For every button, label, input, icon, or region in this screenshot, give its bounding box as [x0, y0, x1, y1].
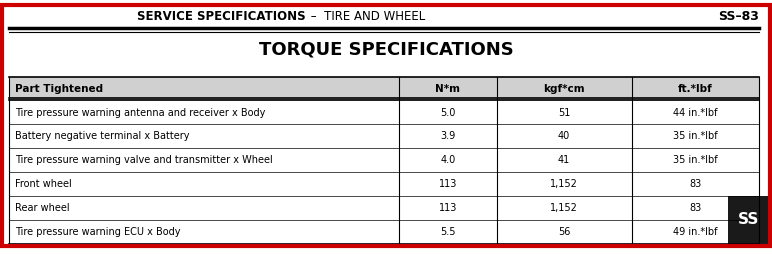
Text: SS: SS: [737, 212, 759, 227]
Bar: [728, 196, 768, 244]
Text: 5.0: 5.0: [440, 107, 455, 118]
Text: 41: 41: [558, 155, 571, 165]
Text: Tire pressure warning valve and transmitter x Wheel: Tire pressure warning valve and transmit…: [15, 155, 273, 165]
Text: 83: 83: [689, 179, 702, 189]
Text: SS–83: SS–83: [718, 10, 759, 23]
Text: Tire pressure warning ECU x Body: Tire pressure warning ECU x Body: [15, 227, 181, 237]
Text: 1,152: 1,152: [550, 203, 578, 213]
Text: 49 in.*lbf: 49 in.*lbf: [673, 227, 717, 237]
Text: kgf*cm: kgf*cm: [543, 84, 585, 94]
Text: 35 in.*lbf: 35 in.*lbf: [673, 131, 718, 141]
Text: N*m: N*m: [435, 84, 460, 94]
Text: ft.*lbf: ft.*lbf: [678, 84, 713, 94]
Text: TORQUE SPECIFICATIONS: TORQUE SPECIFICATIONS: [259, 40, 513, 58]
Text: 1,152: 1,152: [550, 179, 578, 189]
Text: 113: 113: [438, 179, 457, 189]
Text: 35 in.*lbf: 35 in.*lbf: [673, 155, 718, 165]
Text: 3.9: 3.9: [440, 131, 455, 141]
Text: Front wheel: Front wheel: [15, 179, 72, 189]
Text: 56: 56: [558, 227, 571, 237]
Text: 44 in.*lbf: 44 in.*lbf: [673, 107, 717, 118]
Text: 4.0: 4.0: [440, 155, 455, 165]
Text: 113: 113: [438, 203, 457, 213]
Text: –  TIRE AND WHEEL: – TIRE AND WHEEL: [306, 10, 425, 23]
Text: 51: 51: [558, 107, 571, 118]
Text: Rear wheel: Rear wheel: [15, 203, 69, 213]
Text: 40: 40: [558, 131, 571, 141]
Text: SERVICE SPECIFICATIONS: SERVICE SPECIFICATIONS: [137, 10, 305, 23]
Text: Part Tightened: Part Tightened: [15, 84, 103, 94]
Text: Tire pressure warning antenna and receiver x Body: Tire pressure warning antenna and receiv…: [15, 107, 266, 118]
Text: 83: 83: [689, 203, 702, 213]
Bar: [9, 77, 759, 101]
Text: Battery negative terminal x Battery: Battery negative terminal x Battery: [15, 131, 190, 141]
Text: 5.5: 5.5: [440, 227, 455, 237]
